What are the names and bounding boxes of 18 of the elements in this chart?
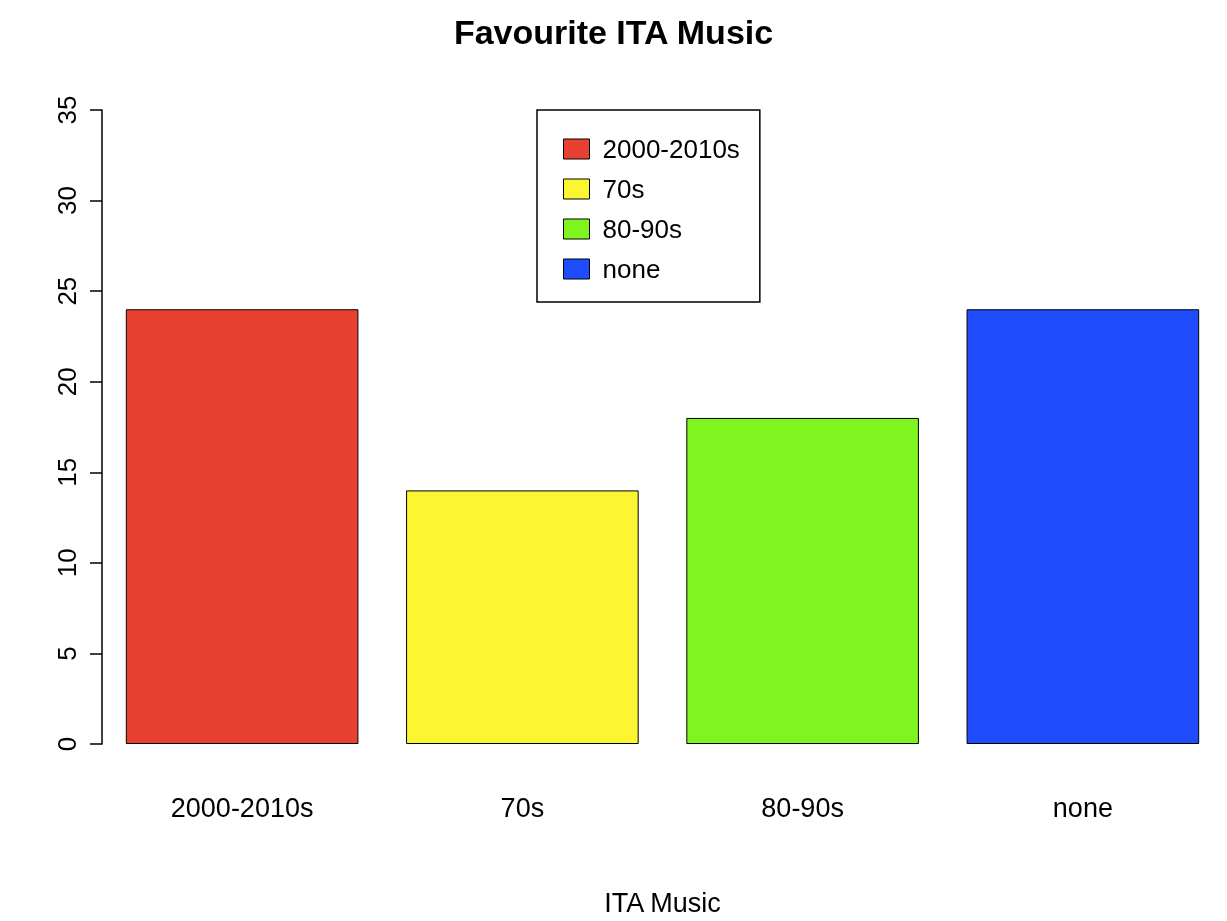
chart-title: Favourite ITA Music [453,13,774,51]
x-tick-label: 80-90s [761,792,844,823]
y-tick-label: 25 [52,276,82,306]
x-tick-label: 70s [500,792,545,823]
legend-label: 2000-2010s [602,134,740,164]
y-tick-label: 15 [52,457,82,487]
x-axis-title: ITA Music [604,887,721,918]
y-tick-label: 20 [52,367,82,397]
x-tick-label: none [1052,792,1113,823]
y-tick-label: 5 [52,646,82,661]
y-tick-label: 10 [52,548,82,578]
legend-label: 70s [602,174,645,204]
y-tick-label: 30 [52,186,82,216]
legend-label: none [602,254,661,284]
y-tick-label: 0 [52,736,82,752]
legend-label: 80-90s [602,214,682,244]
y-tick-label: 35 [52,95,82,125]
x-tick-label: 2000-2010s [170,792,314,823]
